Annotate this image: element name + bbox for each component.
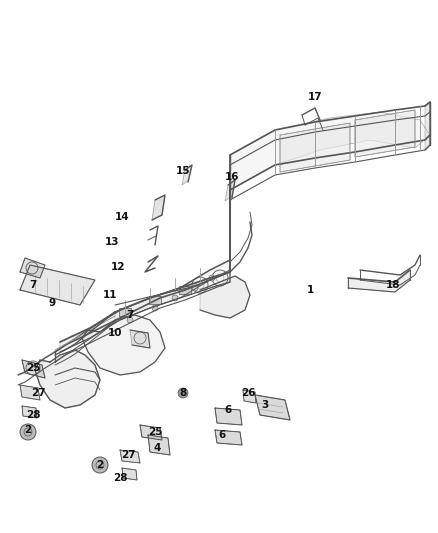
Text: 14: 14 — [115, 212, 129, 222]
Polygon shape — [355, 110, 415, 157]
Text: 3: 3 — [261, 400, 268, 410]
Circle shape — [172, 295, 178, 301]
Polygon shape — [148, 435, 170, 455]
Circle shape — [152, 305, 158, 311]
Circle shape — [20, 424, 36, 440]
Text: 7: 7 — [126, 310, 134, 320]
Polygon shape — [280, 123, 350, 172]
Text: 7: 7 — [29, 280, 37, 290]
Text: 28: 28 — [26, 410, 40, 420]
Polygon shape — [182, 165, 192, 185]
Circle shape — [209, 275, 215, 281]
Polygon shape — [20, 258, 45, 278]
Circle shape — [127, 317, 133, 323]
Bar — [119, 308, 131, 316]
Circle shape — [192, 285, 198, 291]
Text: 11: 11 — [103, 290, 117, 300]
Polygon shape — [140, 425, 162, 440]
Text: 2: 2 — [96, 460, 104, 470]
Text: 27: 27 — [31, 388, 45, 398]
Polygon shape — [115, 155, 230, 322]
Text: 25: 25 — [26, 363, 40, 373]
Circle shape — [178, 388, 188, 398]
Polygon shape — [20, 385, 40, 400]
Polygon shape — [243, 390, 256, 403]
Polygon shape — [200, 276, 250, 318]
Polygon shape — [122, 468, 137, 480]
Text: 16: 16 — [225, 172, 239, 182]
Text: 17: 17 — [307, 92, 322, 102]
Polygon shape — [348, 270, 410, 292]
Text: 27: 27 — [121, 450, 135, 460]
Polygon shape — [215, 430, 242, 445]
Polygon shape — [130, 330, 150, 348]
Polygon shape — [225, 180, 235, 201]
Circle shape — [92, 457, 108, 473]
Polygon shape — [60, 190, 230, 352]
Text: 1: 1 — [306, 285, 314, 295]
Text: 6: 6 — [224, 405, 232, 415]
Text: 15: 15 — [176, 166, 190, 176]
Bar — [179, 286, 191, 294]
Text: 4: 4 — [153, 443, 161, 453]
Polygon shape — [120, 450, 140, 463]
Polygon shape — [22, 406, 37, 418]
Text: 26: 26 — [241, 388, 255, 398]
Text: 18: 18 — [386, 280, 400, 290]
Polygon shape — [20, 265, 95, 305]
Polygon shape — [22, 360, 45, 378]
Bar — [149, 296, 161, 304]
Polygon shape — [82, 315, 165, 375]
Text: 12: 12 — [111, 262, 125, 272]
Text: 28: 28 — [113, 473, 127, 483]
Polygon shape — [215, 408, 242, 425]
Text: 25: 25 — [148, 427, 162, 437]
Text: 8: 8 — [180, 388, 187, 398]
Polygon shape — [230, 112, 430, 190]
Polygon shape — [255, 395, 290, 420]
Text: 9: 9 — [49, 298, 56, 308]
Text: 6: 6 — [219, 430, 226, 440]
Polygon shape — [425, 102, 430, 150]
Polygon shape — [35, 350, 100, 408]
Polygon shape — [152, 195, 165, 220]
Text: 13: 13 — [105, 237, 119, 247]
Text: 2: 2 — [25, 425, 32, 435]
Text: 10: 10 — [108, 328, 122, 338]
